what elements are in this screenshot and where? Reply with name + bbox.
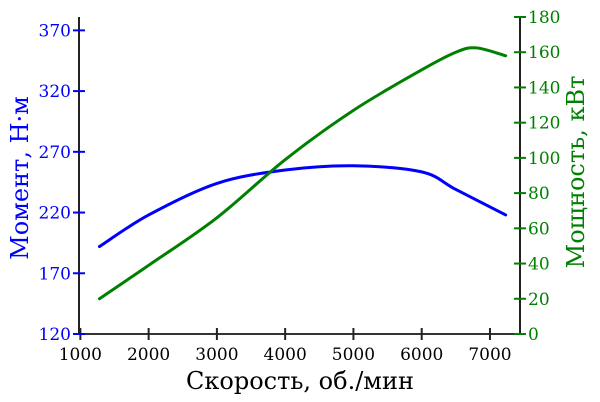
- x-tick-label: 3000: [195, 345, 238, 365]
- y-right-tick-label: 0: [528, 325, 539, 345]
- y-left-tick-label: 220: [39, 204, 71, 224]
- x-tick-label: 1000: [59, 345, 102, 365]
- x-axis-label: Скорость, об./мин: [186, 367, 414, 395]
- y-right-tick-label: 180: [528, 8, 560, 28]
- y-right-tick-label: 80: [528, 184, 550, 204]
- y-right-tick-label: 20: [528, 290, 550, 310]
- y-axis-right-label: Мощность, кВт: [562, 76, 590, 269]
- x-tick-label: 2000: [127, 345, 170, 365]
- y-left-tick-label: 370: [39, 21, 71, 41]
- x-tick-label: 5000: [332, 345, 375, 365]
- y-right-tick-label: 60: [528, 219, 550, 239]
- x-tick-label: 4000: [264, 345, 307, 365]
- y-left-tick-label: 270: [39, 143, 71, 163]
- x-tick-label: 6000: [400, 345, 443, 365]
- y-right-tick-label: 120: [528, 114, 560, 134]
- torque-line: [97, 164, 508, 249]
- y-right-tick-label: 140: [528, 78, 560, 98]
- x-tick-label: 7000: [468, 345, 511, 365]
- y-right-tick-label: 160: [528, 43, 560, 63]
- y-right-tick-label: 40: [528, 255, 550, 275]
- y-axis-left-label: Момент, Н·м: [6, 96, 34, 260]
- y-left-tick-label: 170: [39, 264, 71, 284]
- y-right-tick-label: 100: [528, 149, 560, 169]
- power-line: [97, 46, 508, 301]
- y-left-tick-label: 320: [39, 82, 71, 102]
- y-left-tick-label: 120: [39, 325, 71, 345]
